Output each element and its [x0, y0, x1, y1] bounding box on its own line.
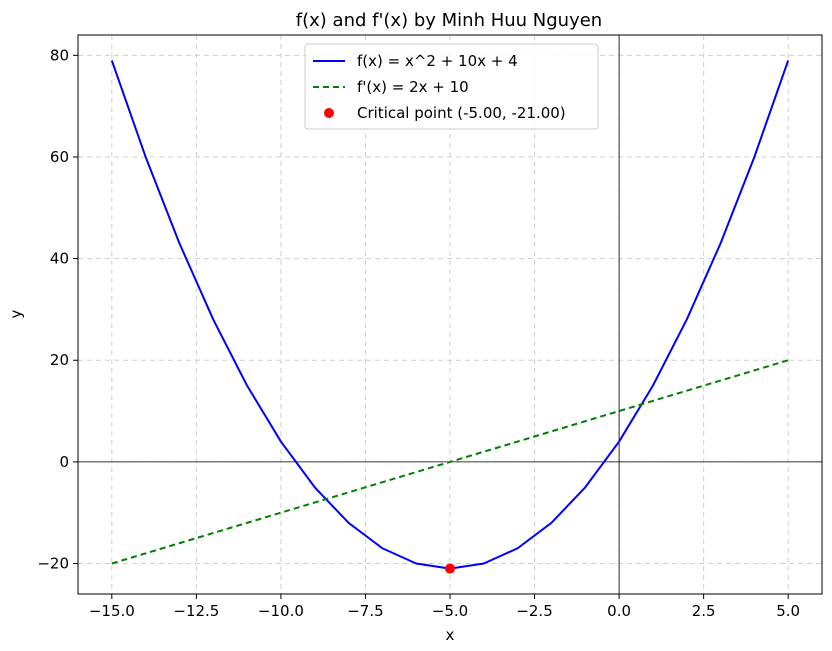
y-axis-label: y: [7, 309, 25, 318]
y-tick-label: 80: [50, 46, 69, 64]
critical-point-marker: [445, 563, 455, 574]
y-tick-label: 20: [50, 351, 69, 369]
series-line-1: [111, 359, 789, 565]
x-tick-label: 5.0: [776, 602, 800, 620]
legend-label-fprime: f'(x) = 2x + 10: [357, 78, 469, 96]
y-tick-label: 60: [50, 148, 69, 166]
legend-label-f: f(x) = x^2 + 10x + 4: [357, 52, 518, 70]
x-tick-label: −10.0: [258, 602, 304, 620]
y-axis: −20 0 20 40 60 80: [37, 46, 78, 573]
x-tick-label: −2.5: [516, 602, 552, 620]
legend-swatch-critical-point: [324, 108, 334, 118]
x-axis: −15.0 −12.5 −10.0 −7.5 −5.0 −2.5 0.0 2.5 5.0: [89, 594, 800, 620]
legend-box: [304, 43, 599, 130]
x-tick-label: −7.5: [347, 602, 383, 620]
x-tick-label: 2.5: [692, 602, 716, 620]
x-tick-label: 0.0: [607, 602, 631, 620]
legend: f(x) = x^2 + 10x + 4 f'(x) = 2x + 10 Cri…: [304, 43, 599, 130]
y-tick-label: −20: [37, 555, 69, 573]
chart-title: f(x) and f'(x) by Minh Huu Nguyen: [296, 10, 602, 31]
points-layer: [445, 563, 455, 574]
x-axis-label: x: [446, 626, 455, 644]
x-tick-label: −15.0: [89, 602, 135, 620]
legend-label-critical-point: Critical point (-5.00, -21.00): [357, 104, 566, 122]
x-tick-label: −5.0: [432, 602, 468, 620]
x-tick-label: −12.5: [173, 602, 219, 620]
y-tick-label: 40: [50, 250, 69, 268]
y-tick-label: 0: [59, 453, 69, 471]
